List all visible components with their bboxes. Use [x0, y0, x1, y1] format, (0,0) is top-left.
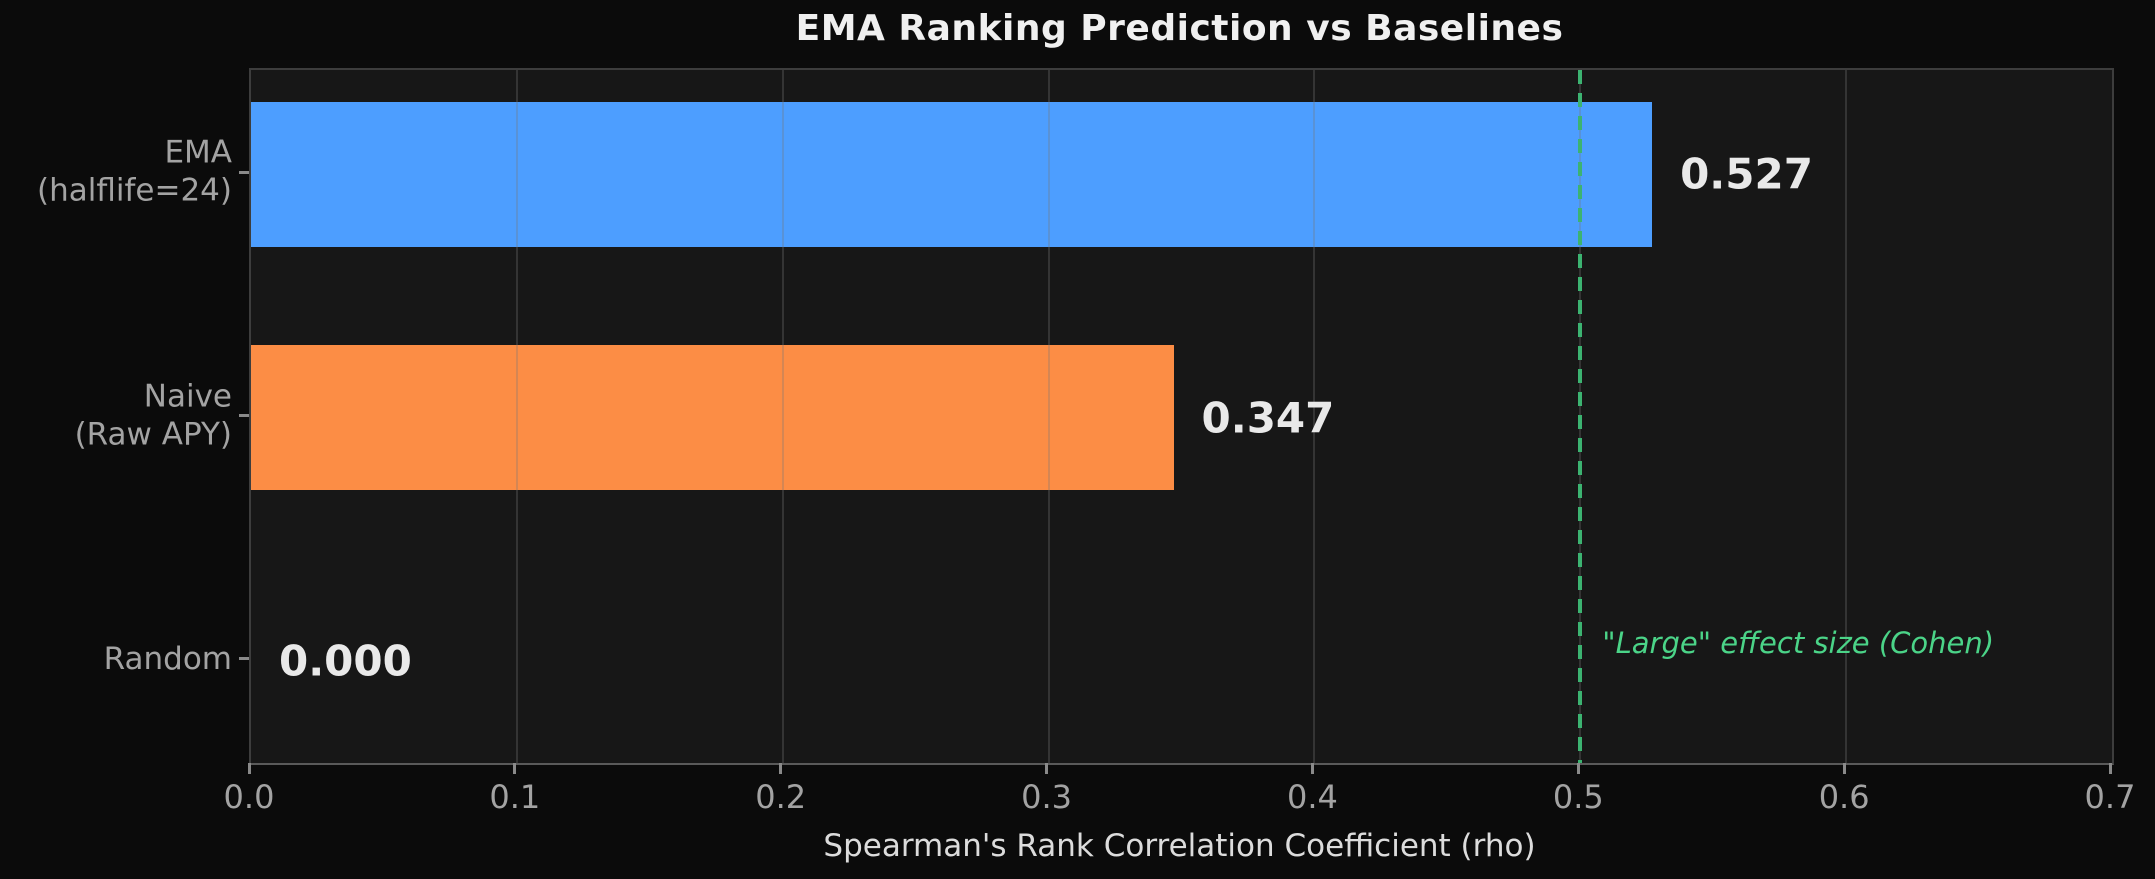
x-tick-label: 0.3	[1021, 778, 1073, 816]
x-tick-label: 0.4	[1286, 778, 1338, 816]
x-tick-label: 0.1	[489, 778, 541, 816]
y-tick-mark	[239, 657, 249, 660]
bar-value-label: 0.347	[1201, 393, 1335, 442]
x-tick-mark	[1842, 763, 1846, 774]
x-tick-label: 0.2	[755, 778, 807, 816]
x-tick-mark	[1576, 763, 1580, 774]
gridline	[515, 70, 518, 763]
x-tick-label: 0.5	[1552, 778, 1604, 816]
x-tick-mark	[513, 763, 517, 774]
y-tick-label: Naive (Raw APY)	[74, 378, 232, 453]
x-axis-title: Spearman's Rank Correlation Coefficient …	[823, 828, 1536, 864]
x-tick-label: 0.0	[223, 778, 275, 816]
x-tick-mark	[1310, 763, 1314, 774]
y-tick-mark	[239, 170, 249, 174]
x-tick-mark	[779, 763, 783, 774]
bar-value-label: 0.000	[279, 636, 412, 685]
x-tick-label: 0.7	[2084, 778, 2136, 816]
chart-title: EMA Ranking Prediction vs Baselines	[795, 8, 1564, 49]
reference-line	[1578, 70, 1583, 763]
gridline	[1313, 70, 1316, 763]
y-tick-mark	[239, 414, 249, 417]
reference-line-label: "Large" effect size (Cohen)	[1602, 626, 1995, 660]
bar-1	[251, 345, 1174, 490]
bar-0	[251, 101, 1653, 247]
plot-area: 0.527 0.347 0.000 "Large" effect size (Cohe…	[249, 68, 2114, 765]
x-tick-mark	[2108, 763, 2112, 774]
gridline	[1047, 70, 1050, 763]
x-tick-mark	[1045, 763, 1049, 774]
x-tick-mark	[247, 763, 251, 774]
bar-value-label: 0.527	[1680, 149, 1813, 199]
y-tick-label: Random	[103, 640, 232, 677]
y-tick-label: EMA (halflife=24)	[37, 134, 232, 209]
gridline	[781, 70, 784, 763]
x-tick-label: 0.6	[1818, 778, 1870, 816]
gridline	[1845, 70, 1848, 763]
